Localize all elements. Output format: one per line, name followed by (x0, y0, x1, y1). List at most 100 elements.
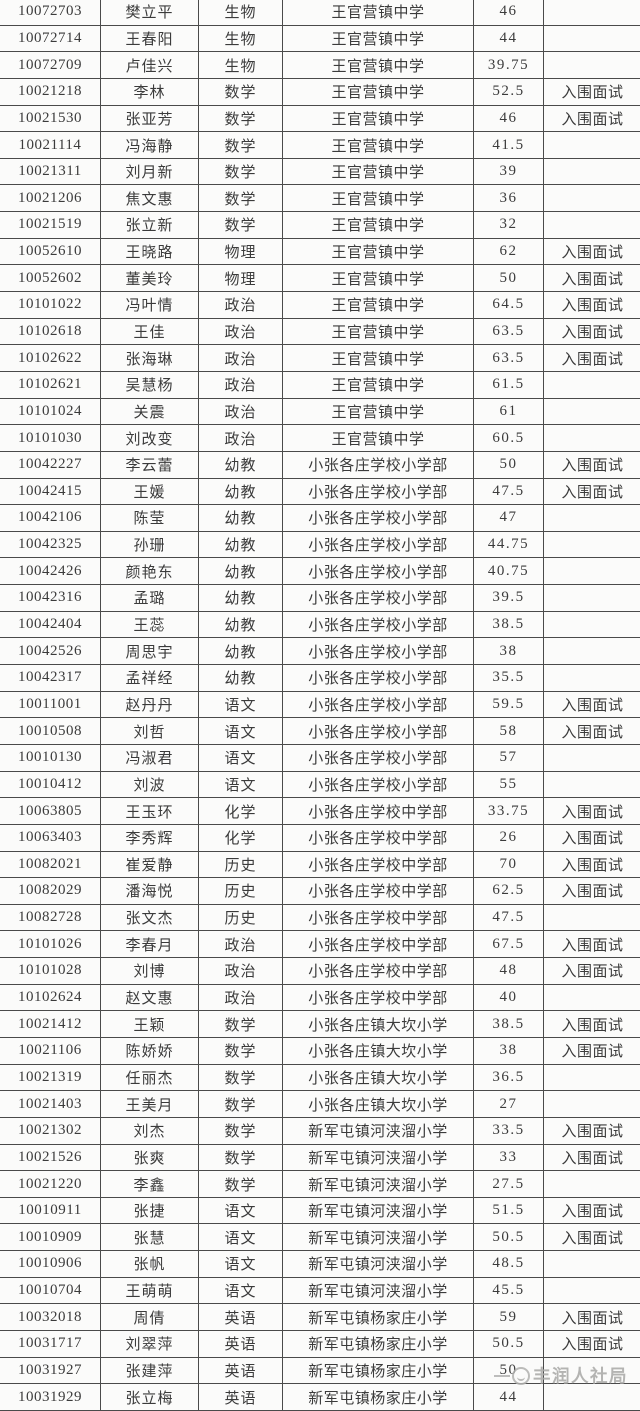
subject: 语文 (198, 717, 283, 745)
candidate-name: 刘波 (100, 770, 199, 799)
table-row: 10042106 陈莹 幼教 小张各庄学校小学部 47 (0, 504, 640, 532)
score: 62.5 (473, 877, 544, 905)
status (543, 1090, 640, 1118)
subject: 语文 (198, 743, 283, 772)
school: 小张各庄学校小学部 (282, 584, 474, 612)
candidate-id: 10031927 (0, 1356, 101, 1385)
candidate-id: 10072703 (0, 0, 101, 26)
status (543, 211, 640, 239)
school: 王官营镇中学 (282, 51, 474, 79)
table-row: 10011001 赵丹丹 语文 小张各庄学校小学部 59.5 入围面试 (0, 690, 640, 719)
score: 67.5 (473, 930, 544, 959)
school: 小张各庄学校小学部 (282, 610, 474, 639)
candidate-name: 王媛 (100, 477, 199, 506)
subject: 数学 (198, 1010, 283, 1038)
candidate-id: 10063403 (0, 823, 101, 852)
table-row: 10021530 张亚芳 数学 王官营镇中学 46 入围面试 (0, 104, 640, 133)
candidate-id: 10021302 (0, 1116, 101, 1145)
subject: 幼教 (198, 450, 283, 479)
candidate-name: 张立梅 (100, 1383, 199, 1411)
school: 新军屯镇河浃溜小学 (282, 1116, 474, 1145)
candidate-id: 10031929 (0, 1383, 101, 1411)
score: 61 (473, 397, 544, 426)
score: 57 (473, 743, 544, 772)
score: 33 (473, 1143, 544, 1172)
candidate-id: 10101022 (0, 291, 101, 319)
candidate-id: 10063805 (0, 797, 101, 825)
table-row: 10021519 张立新 数学 王官营镇中学 32 (0, 211, 640, 239)
candidate-name: 关震 (100, 397, 199, 426)
school: 小张各庄学校小学部 (282, 770, 474, 799)
status: 入围面试 (543, 797, 640, 825)
candidate-name: 刘杰 (100, 1116, 199, 1145)
school: 小张各庄学校小学部 (282, 664, 474, 692)
subject: 生物 (198, 0, 283, 26)
candidate-id: 10082029 (0, 877, 101, 905)
subject: 数学 (198, 104, 283, 133)
school: 小张各庄学校中学部 (282, 797, 474, 825)
candidate-name: 陈莹 (100, 504, 199, 532)
school: 王官营镇中学 (282, 264, 474, 293)
subject: 幼教 (198, 584, 283, 612)
subject: 数学 (198, 1063, 283, 1092)
score: 46 (473, 104, 544, 133)
candidate-id: 10072709 (0, 51, 101, 79)
status: 入围面试 (543, 823, 640, 852)
candidate-id: 10101030 (0, 424, 101, 452)
candidate-id: 10042526 (0, 637, 101, 666)
table-row: 10102621 吴慧杨 政治 王官营镇中学 61.5 (0, 370, 640, 399)
status (543, 131, 640, 159)
candidate-name: 刘月新 (100, 157, 199, 186)
candidate-name: 吴慧杨 (100, 370, 199, 399)
status: 入围面试 (543, 957, 640, 985)
candidate-name: 崔爱静 (100, 850, 199, 879)
score: 48 (473, 957, 544, 985)
candidate-name: 刘博 (100, 957, 199, 985)
candidate-name: 刘哲 (100, 717, 199, 745)
table-row: 10101024 关震 政治 王官营镇中学 61 (0, 397, 640, 426)
candidate-name: 张亚芳 (100, 104, 199, 133)
candidate-id: 10082021 (0, 850, 101, 879)
subject: 数学 (198, 1170, 283, 1198)
status: 入围面试 (543, 1036, 640, 1065)
score: 38.5 (473, 610, 544, 639)
school: 新军屯镇河浃溜小学 (282, 1170, 474, 1198)
subject: 数学 (198, 1143, 283, 1172)
school: 王官营镇中学 (282, 131, 474, 159)
status: 入围面试 (543, 1303, 640, 1332)
table-row: 10101028 刘博 政治 小张各庄学校中学部 48 入围面试 (0, 957, 640, 985)
candidate-id: 10021106 (0, 1036, 101, 1065)
school: 新军屯镇河浃溜小学 (282, 1143, 474, 1172)
candidate-id: 10072714 (0, 24, 101, 53)
candidate-name: 董美玲 (100, 264, 199, 293)
subject: 政治 (198, 370, 283, 399)
score: 63.5 (473, 317, 544, 346)
school: 小张各庄学校小学部 (282, 477, 474, 506)
school: 小张各庄学校中学部 (282, 930, 474, 959)
table-row: 10021114 冯海静 数学 王官营镇中学 41.5 (0, 131, 640, 159)
table-row: 10082728 张文杰 历史 小张各庄学校中学部 47.5 (0, 903, 640, 932)
candidate-name: 张爽 (100, 1143, 199, 1172)
score: 40.75 (473, 557, 544, 586)
status: 入围面试 (543, 291, 640, 319)
subject: 政治 (198, 983, 283, 1012)
school: 王官营镇中学 (282, 370, 474, 399)
table-row: 10042415 王媛 幼教 小张各庄学校小学部 47.5 入围面试 (0, 477, 640, 506)
candidate-name: 赵丹丹 (100, 690, 199, 719)
candidate-name: 冯叶情 (100, 291, 199, 319)
school: 小张各庄学校中学部 (282, 823, 474, 852)
school: 小张各庄学校小学部 (282, 690, 474, 719)
status: 入围面试 (543, 477, 640, 506)
school: 小张各庄学校中学部 (282, 850, 474, 879)
subject: 幼教 (198, 610, 283, 639)
subject: 幼教 (198, 530, 283, 559)
status (543, 397, 640, 426)
subject: 政治 (198, 317, 283, 346)
score: 38 (473, 637, 544, 666)
candidate-id: 10010909 (0, 1223, 101, 1252)
school: 王官营镇中学 (282, 104, 474, 133)
status (543, 0, 640, 26)
score: 48.5 (473, 1250, 544, 1278)
school: 小张各庄学校中学部 (282, 877, 474, 905)
